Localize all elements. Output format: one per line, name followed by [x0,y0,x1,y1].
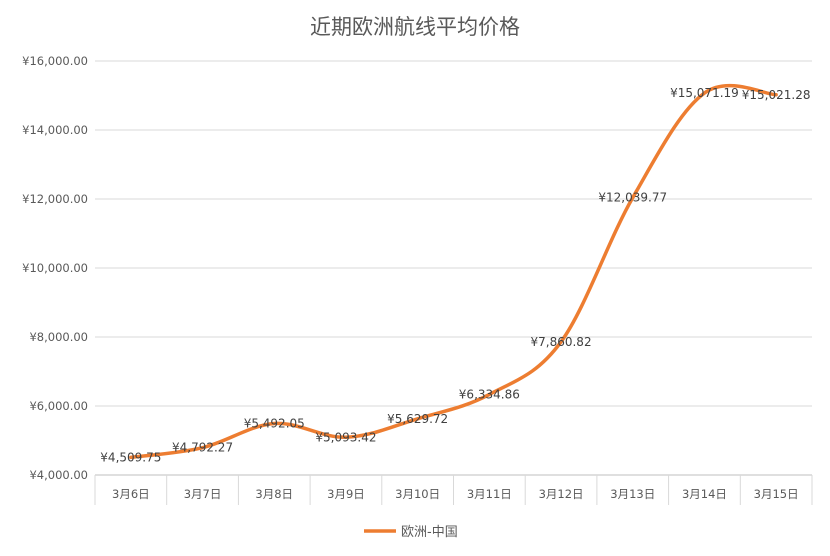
x-tick-label: 3月14日 [682,487,727,501]
legend: 欧洲-中国 [364,525,458,540]
x-tick-label: 3月11日 [467,487,512,501]
y-tick-label: ¥16,000.00 [22,54,88,68]
y-tick-label: ¥12,000.00 [22,192,88,206]
data-label: ¥5,629.72 [387,412,448,426]
data-label: ¥15,021.28 [742,88,811,102]
data-label: ¥5,093.42 [315,430,376,444]
legend-label: 欧洲-中国 [401,525,458,540]
x-tick-label: 3月8日 [255,487,293,501]
chart-title: 近期欧洲航线平均价格 [310,15,520,39]
y-tick-label: ¥14,000.00 [22,123,88,137]
data-label: ¥6,334.86 [459,387,520,401]
x-tick-label: 3月7日 [184,487,222,501]
data-label: ¥4,509.75 [100,450,161,464]
data-label: ¥5,492.05 [244,417,305,431]
y-tick-label: ¥6,000.00 [29,399,88,413]
x-tick-label: 3月6日 [112,487,150,501]
x-tick-label: 3月12日 [539,487,584,501]
x-tick-label: 3月10日 [395,487,440,501]
data-label: ¥12,039.77 [598,191,667,205]
y-tick-label: ¥4,000.00 [29,468,88,482]
data-label: ¥15,071.19 [670,86,739,100]
x-tick-label: 3月15日 [754,487,799,501]
data-label: ¥4,792.27 [172,441,233,455]
series-line-europe-china [129,83,778,460]
x-tick-label: 3月9日 [327,487,365,501]
y-tick-label: ¥10,000.00 [22,261,88,275]
y-tick-label: ¥8,000.00 [29,330,88,344]
data-label: ¥7,860.82 [531,335,592,349]
x-tick-label: 3月13日 [610,487,655,501]
